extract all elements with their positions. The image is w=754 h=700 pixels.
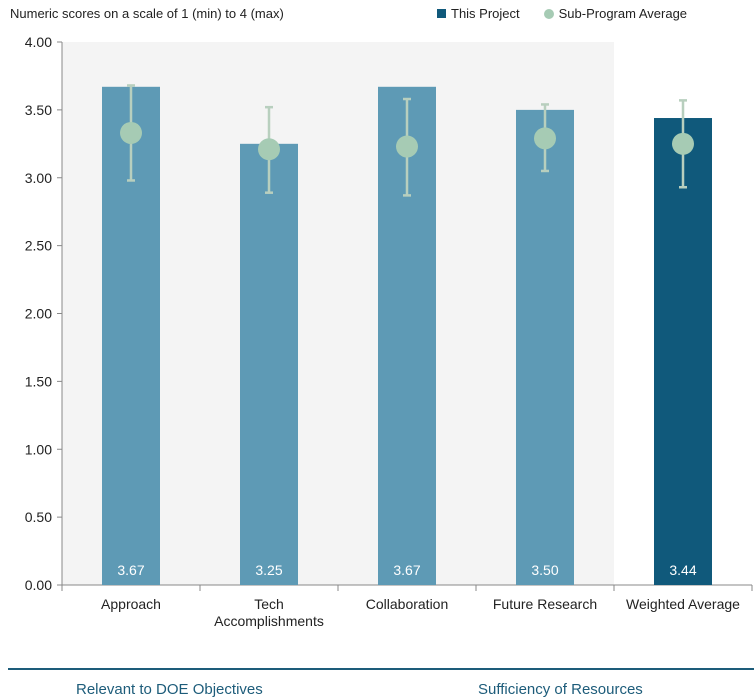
y-tick-label: 1.00: [25, 441, 52, 457]
avg-marker-tech-accomplishments: [258, 138, 280, 161]
x-tick-label-tech-accomplishments: Tech: [254, 596, 284, 612]
y-tick-label: 3.00: [25, 170, 52, 186]
avg-marker-weighted-average: [672, 132, 694, 155]
bar-value-label-approach: 3.67: [117, 562, 144, 578]
x-tick-label-weighted-average: Weighted Average: [626, 596, 740, 612]
x-tick-label-tech-accomplishments: Accomplishments: [214, 613, 324, 629]
legend-item-sub-program-average: Sub-Program Average: [543, 6, 688, 21]
bar-tech-accomplishments: [240, 143, 298, 585]
y-tick-label: 1.50: [25, 373, 52, 389]
y-tick-label: 0.50: [25, 509, 52, 525]
footer-divider: [8, 668, 754, 670]
chart-legend: This Project Sub-Program Average: [437, 6, 705, 21]
x-tick-label-future-research: Future Research: [493, 596, 597, 612]
bar-weighted-average: [654, 118, 712, 586]
x-tick-label-approach: Approach: [101, 596, 161, 612]
avg-marker-approach: [120, 121, 142, 144]
legend-label-this-project: This Project: [451, 6, 520, 21]
bar-chart: 0.00 0.50 1.00 1.50 2.00 2.50 3.00 3.50 4.00 3.67…: [25, 34, 753, 629]
y-tick-label: 2.00: [25, 306, 52, 322]
avg-marker-collaboration: [396, 135, 418, 158]
footer-label-resources: Sufficiency of Resources: [478, 681, 643, 698]
y-tick-label: 0.00: [25, 577, 52, 593]
chart-subtitle: Numeric scores on a scale of 1 (min) to …: [10, 6, 284, 21]
legend-label-sub-program-average: Sub-Program Average: [558, 6, 688, 21]
avg-marker-future-research: [534, 127, 556, 150]
bar-value-label-weighted-average: 3.44: [669, 562, 696, 578]
legend-marker-sub-program-average: [543, 8, 554, 19]
bar-future-research: [516, 109, 574, 585]
y-tick-label: 4.00: [25, 34, 52, 50]
x-tick-label-collaboration: Collaboration: [366, 596, 449, 612]
footer-label-relevance: Relevant to DOE Objectives: [76, 681, 263, 698]
bar-value-label-tech-accomplishments: 3.25: [255, 562, 282, 578]
bar-value-label-collaboration: 3.67: [393, 562, 420, 578]
legend-swatch-this-project: [437, 9, 446, 18]
bar-value-label-future-research: 3.50: [531, 562, 558, 578]
y-tick-label: 2.50: [25, 238, 52, 254]
y-tick-label: 3.50: [25, 102, 52, 118]
legend-item-this-project: This Project: [437, 6, 520, 21]
